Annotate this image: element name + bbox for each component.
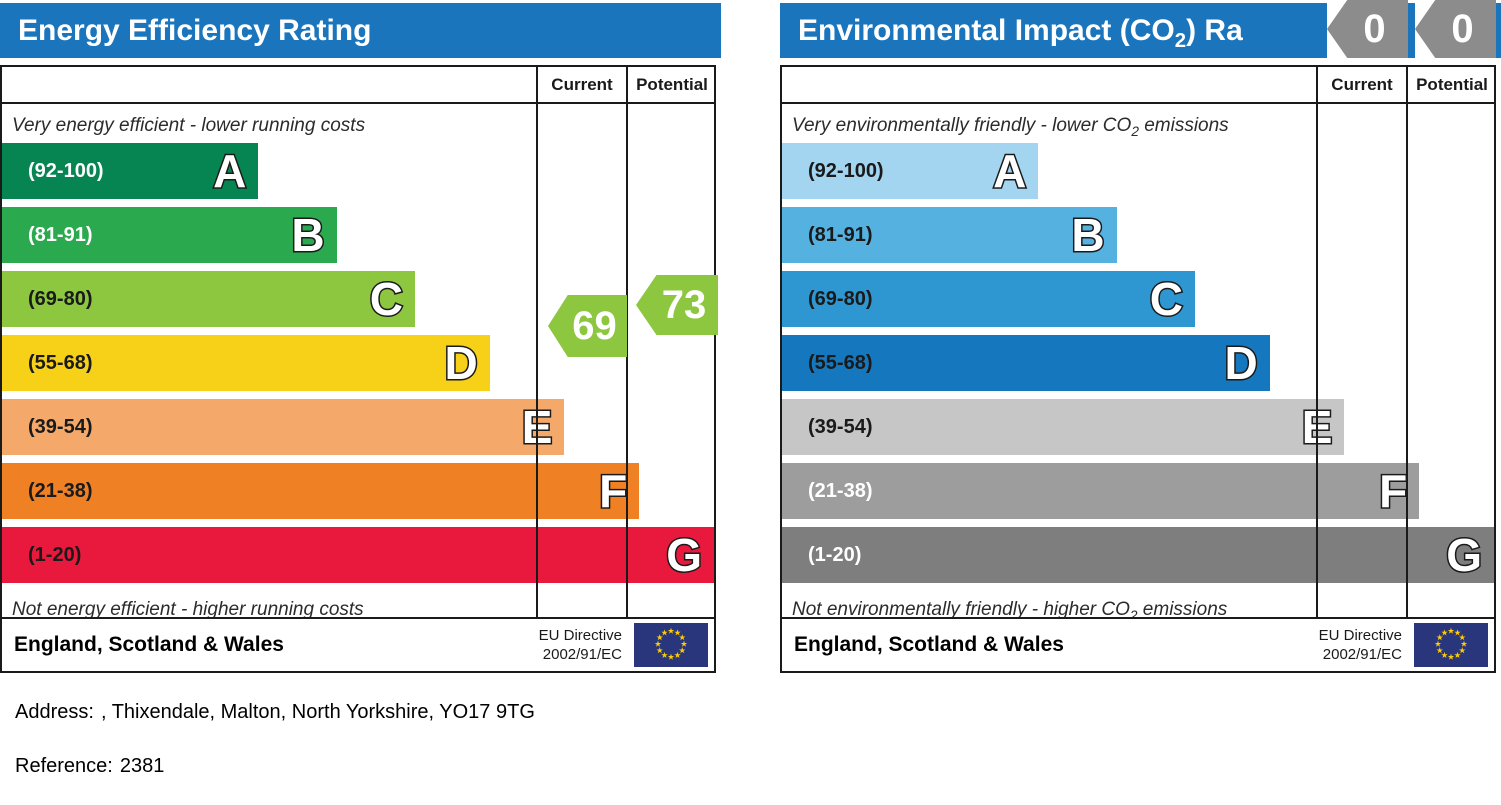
table-header: Current Potential xyxy=(782,67,1494,104)
band-c: (69-80) C xyxy=(782,271,1195,327)
reference-line: Reference: 2381 xyxy=(15,755,164,778)
environmental-impact-chart: Environmental Impact (CO2) Ra 0 0 Curren… xyxy=(780,0,1501,675)
band-f: (21-38) F xyxy=(782,463,1420,519)
band-b: (81-91) B xyxy=(782,207,1117,263)
band-letter: B xyxy=(290,209,326,261)
table-header: Current Potential xyxy=(2,67,714,104)
reference-value: 2381 xyxy=(119,755,165,777)
potential-rating-pointer: 0 xyxy=(1415,0,1496,58)
potential-rating-pointer: 73 xyxy=(636,275,718,335)
bottom-caption: Not energy efficient - higher running co… xyxy=(12,599,364,620)
band-f: (21-38) F xyxy=(2,463,640,519)
band-range: (39-54) xyxy=(28,415,93,438)
band-range: (1-20) xyxy=(808,543,862,566)
band-d: (55-68) D xyxy=(2,335,490,391)
column-divider xyxy=(1316,67,1318,617)
band-range: (81-91) xyxy=(28,223,93,246)
energy-efficiency-table: Current Potential Very energy efficient … xyxy=(0,65,718,620)
eu-flag-icon xyxy=(634,623,708,667)
current-rating-value: 0 xyxy=(1363,6,1386,51)
band-c: (69-80) C xyxy=(2,271,415,327)
bottom-caption: Not environmentally friendly - higher CO… xyxy=(792,599,1228,623)
band-g: (1-20) G xyxy=(2,527,714,583)
band-a: (92-100) A xyxy=(782,143,1039,199)
band-letter: F xyxy=(1378,465,1409,517)
address-label: Address: xyxy=(15,701,94,723)
current-column-header: Current xyxy=(551,75,613,94)
band-range: (69-80) xyxy=(28,287,93,310)
band-range: (39-54) xyxy=(808,415,873,438)
band-range: (69-80) xyxy=(808,287,873,310)
title-text: Environmental Impact (CO2) Ra xyxy=(798,14,1243,52)
eu-directive-text: EU Directive 2002/91/EC xyxy=(538,626,622,664)
band-letter: A xyxy=(212,145,248,197)
chart-footer: England, Scotland & Wales EU Directive 2… xyxy=(780,617,1496,673)
eu-directive-text: EU Directive 2002/91/EC xyxy=(1318,626,1402,664)
potential-rating-value: 0 xyxy=(1451,6,1474,51)
environmental-impact-table: Current Potential Very environmentally f… xyxy=(780,65,1496,623)
eu-flag-icon xyxy=(1414,623,1488,667)
band-letter: A xyxy=(992,145,1028,197)
region-label: England, Scotland & Wales xyxy=(14,633,284,656)
address-value: , Thixendale, Malton, North Yorkshire, Y… xyxy=(100,701,535,723)
potential-rating-value: 73 xyxy=(661,282,707,327)
band-range: (55-68) xyxy=(808,351,873,374)
band-range: (55-68) xyxy=(28,351,93,374)
band-letter: G xyxy=(1445,529,1484,581)
band-range: (1-20) xyxy=(28,543,82,566)
column-divider xyxy=(1406,67,1408,617)
top-caption: Very environmentally friendly - lower CO… xyxy=(792,115,1229,139)
energy-efficiency-chart: Energy Efficiency Rating Current Potenti… xyxy=(0,0,721,675)
band-b: (81-91) B xyxy=(2,207,337,263)
band-letter: D xyxy=(443,337,479,389)
column-divider xyxy=(536,67,538,617)
column-divider xyxy=(626,67,628,617)
band-g: (1-20) G xyxy=(782,527,1494,583)
potential-column-header: Potential xyxy=(636,75,708,94)
current-column-header: Current xyxy=(1331,75,1393,94)
band-e: (39-54) E xyxy=(2,399,565,455)
band-letter: C xyxy=(368,273,404,325)
band-range: (21-38) xyxy=(28,479,93,502)
band-a: (92-100) A xyxy=(2,143,259,199)
band-letter: G xyxy=(665,529,704,581)
current-rating-pointer: 69 xyxy=(548,295,627,357)
band-letter: B xyxy=(1070,209,1106,261)
top-caption: Very energy efficient - lower running co… xyxy=(12,115,366,136)
current-rating-value: 69 xyxy=(572,303,617,348)
band-range: (92-100) xyxy=(28,159,104,182)
reference-label: Reference: xyxy=(15,755,113,777)
band-d: (55-68) D xyxy=(782,335,1270,391)
region-label: England, Scotland & Wales xyxy=(794,633,1064,656)
band-range: (92-100) xyxy=(808,159,884,182)
energy-efficiency-title: Energy Efficiency Rating xyxy=(0,3,721,58)
current-rating-pointer: 0 xyxy=(1327,0,1408,58)
title-text: Energy Efficiency Rating xyxy=(18,14,372,47)
band-range: (81-91) xyxy=(808,223,873,246)
band-e: (39-54) E xyxy=(782,399,1345,455)
potential-column-header: Potential xyxy=(1416,75,1488,94)
chart-footer: England, Scotland & Wales EU Directive 2… xyxy=(0,617,716,673)
band-letter: D xyxy=(1223,337,1259,389)
band-range: (21-38) xyxy=(808,479,873,502)
band-letter: F xyxy=(598,465,629,517)
address-line: Address: , Thixendale, Malton, North York… xyxy=(15,701,535,724)
band-letter: C xyxy=(1148,273,1184,325)
